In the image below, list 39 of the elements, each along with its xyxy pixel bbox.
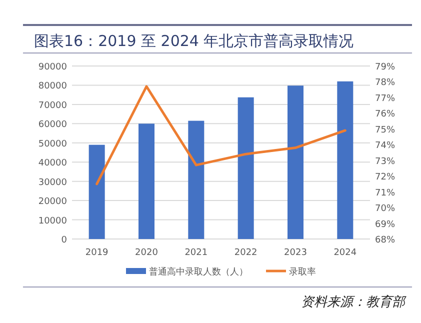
y2-tick-label: 73%	[375, 156, 396, 167]
bar	[288, 86, 304, 239]
x-tick-label: 2021	[184, 248, 208, 258]
y2-tick-label: 79%	[375, 62, 396, 72]
bar	[88, 144, 105, 239]
legend-label: 普通高中录取人数（人）	[149, 266, 248, 278]
y-tick-label: 30000	[38, 178, 68, 188]
y-tick-label: 70000	[38, 100, 68, 111]
x-tick-label: 2022	[234, 248, 258, 258]
text: 资料来源：教育部	[301, 294, 407, 310]
y2-tick-label: 76%	[375, 110, 396, 120]
bar	[238, 97, 254, 239]
y2-tick-label: 69%	[375, 220, 396, 230]
y2-tick-label: 71%	[375, 188, 396, 198]
y-tick-label: 0	[61, 236, 68, 246]
x-tick-label: 2023	[284, 248, 307, 258]
bar	[138, 124, 154, 239]
y-tick-label: 80000	[38, 82, 68, 92]
x-tick-label: 2020	[135, 248, 158, 258]
chart-title: 图表16：2019 至 2024 年北京市普高录取情况	[34, 32, 354, 50]
y-tick-label: 20000	[38, 197, 68, 208]
y-tick-label: 90000	[38, 62, 68, 72]
line-series	[96, 85, 346, 186]
y-tick-label: 10000	[38, 216, 68, 226]
y2-tick-label: 72%	[375, 172, 396, 183]
legend-label: 录取率	[289, 266, 316, 278]
y2-tick-label: 68%	[375, 236, 396, 246]
bar	[188, 120, 204, 239]
y2-tick-label: 75%	[375, 125, 396, 136]
y-tick-label: 40000	[38, 158, 68, 169]
y2-tick-label: 70%	[375, 204, 396, 214]
y2-tick-label: 77%	[375, 94, 396, 104]
x-tick-label: 2019	[85, 248, 109, 258]
y2-tick-label: 78%	[375, 78, 396, 88]
x-tick-label: 2024	[334, 248, 357, 258]
y-tick-label: 60000	[38, 120, 68, 130]
bar	[337, 81, 354, 239]
y-tick-label: 50000	[38, 139, 68, 150]
y2-tick-label: 74%	[375, 141, 396, 152]
